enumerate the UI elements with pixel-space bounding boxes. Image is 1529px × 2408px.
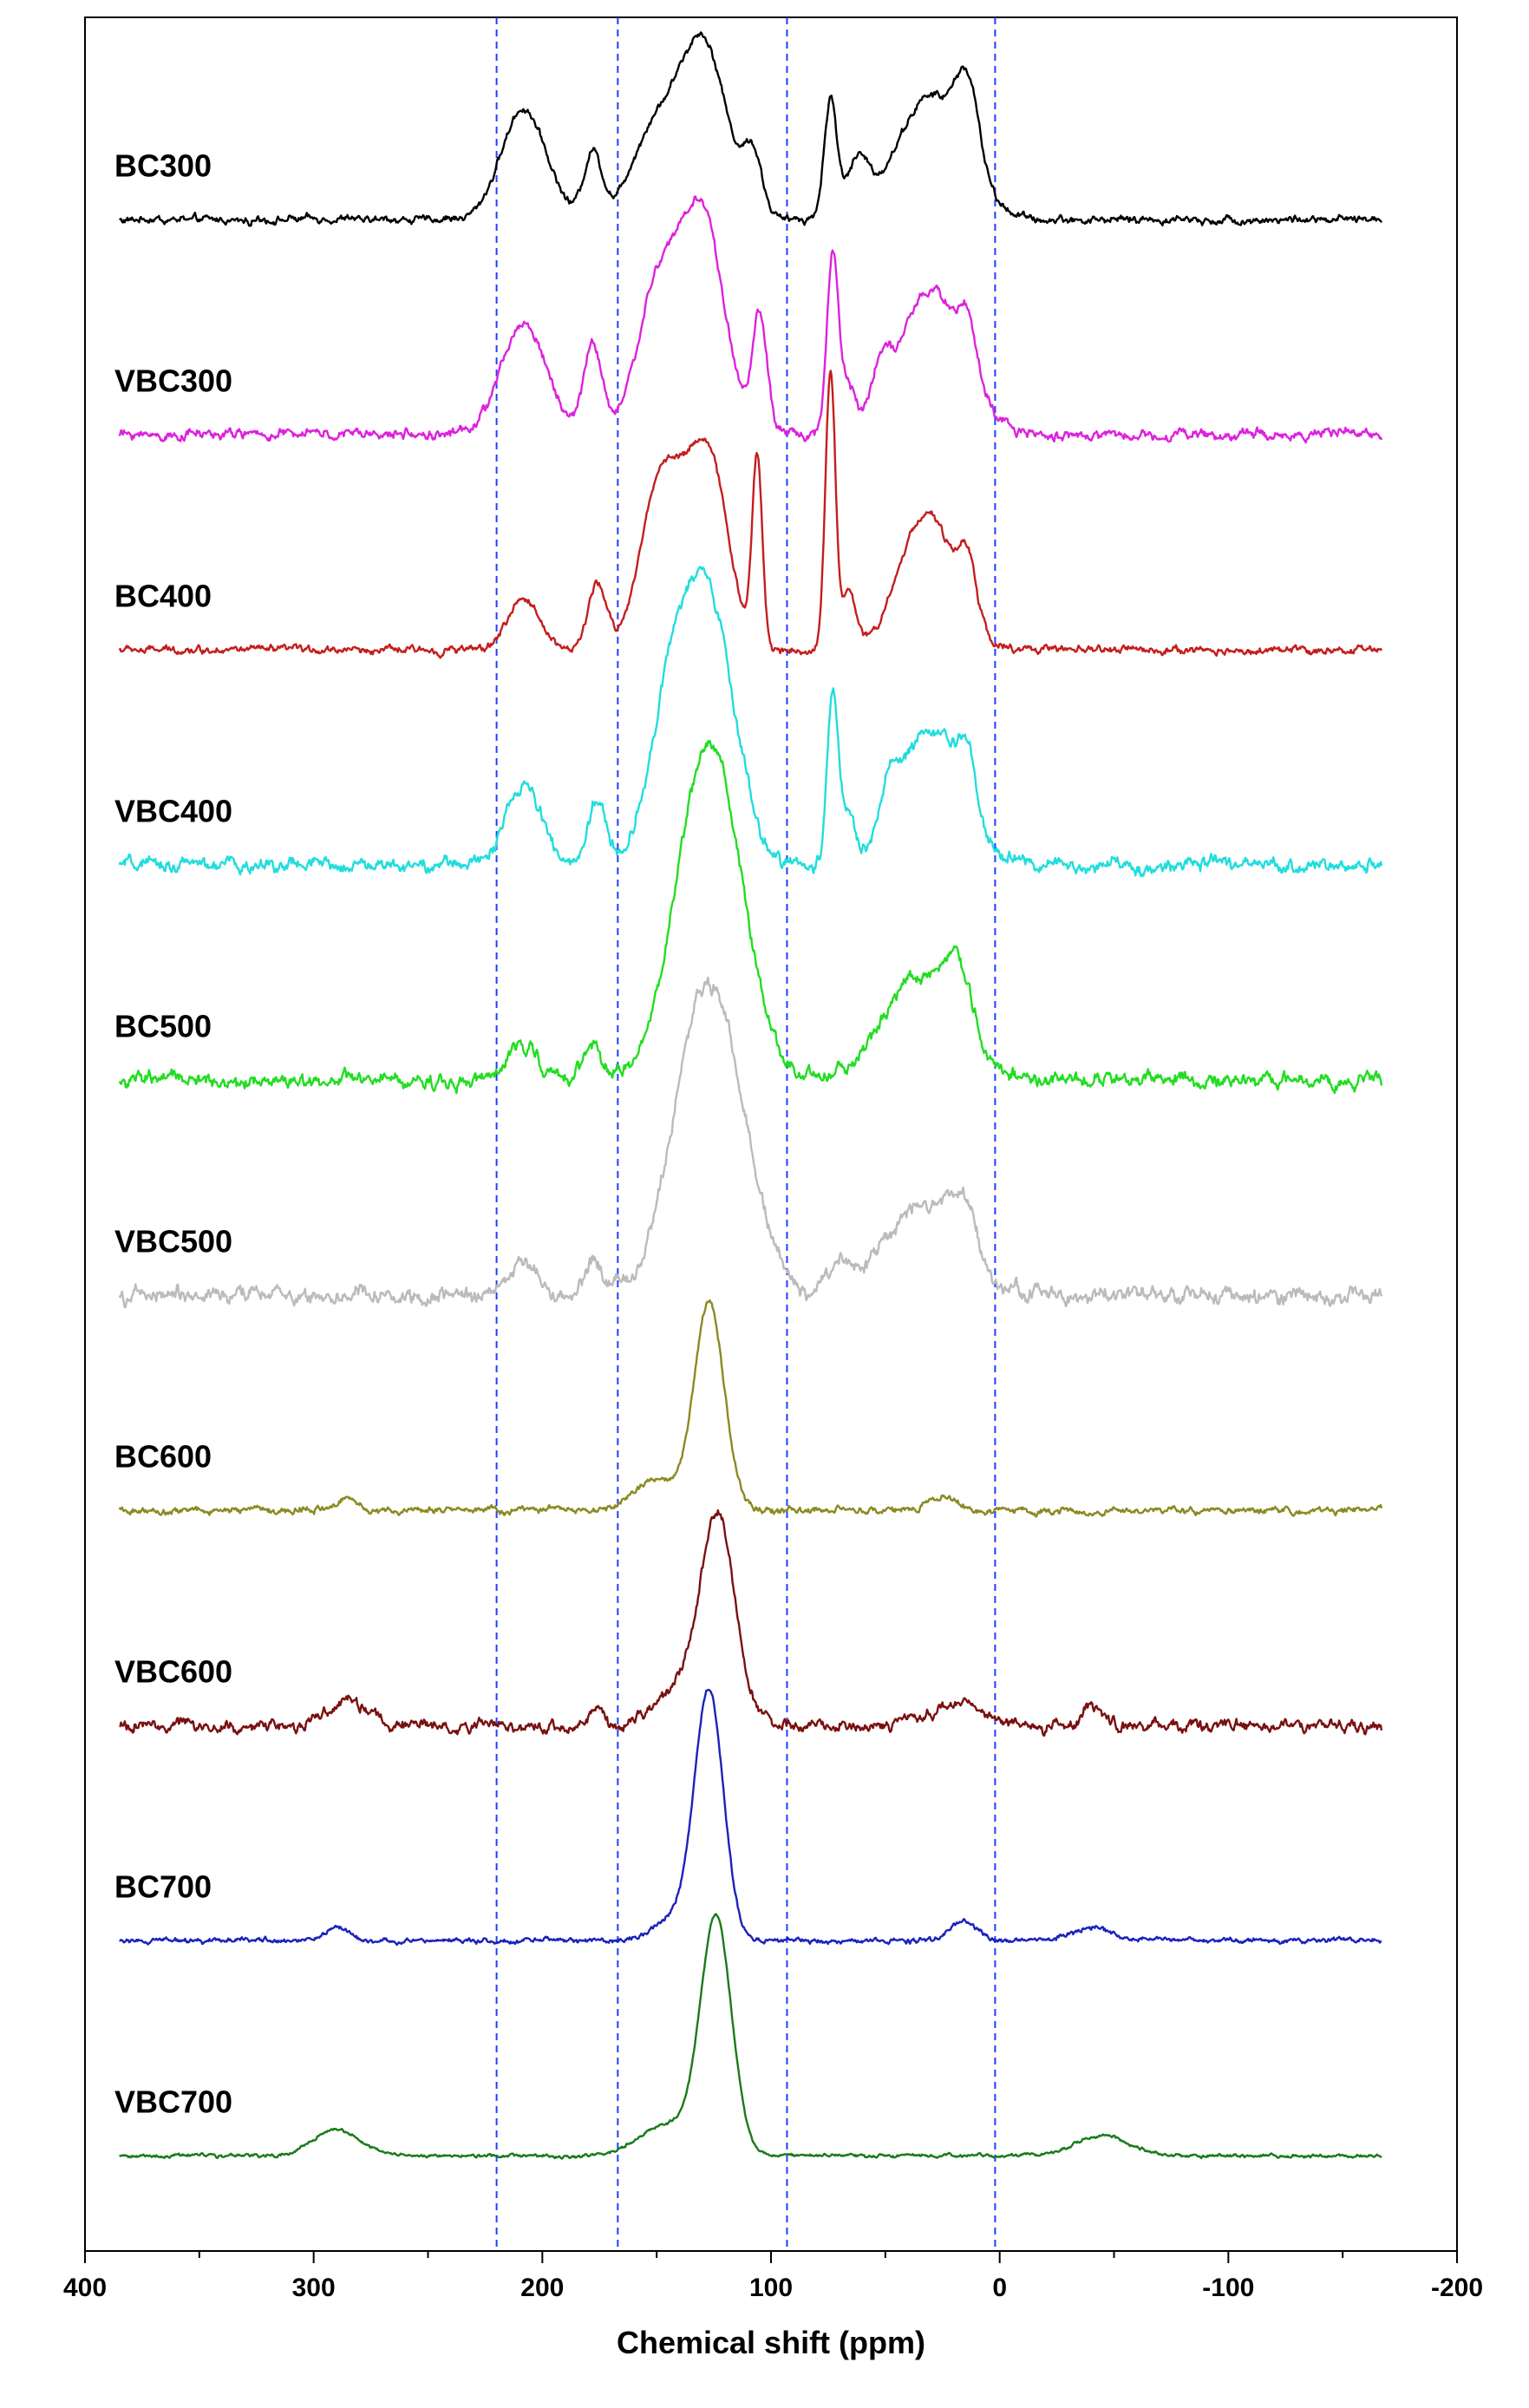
series-label-bc500: BC500 xyxy=(114,1008,212,1044)
series-label-bc400: BC400 xyxy=(114,578,212,613)
plot-border xyxy=(84,16,1458,2252)
series-label-vbc700: VBC700 xyxy=(114,2084,232,2119)
x-axis: 400 300 200 100 0 -100 -200 xyxy=(63,2251,1483,2302)
series-label-vbc400: VBC400 xyxy=(114,793,232,828)
series-layer xyxy=(118,31,1383,2160)
series-line-bc400 xyxy=(118,370,1383,659)
plot-frame xyxy=(84,16,1458,2252)
series-label-bc300: BC300 xyxy=(114,147,212,183)
x-tick-label: 400 xyxy=(63,2274,107,2302)
series-line-vbc400 xyxy=(118,566,1383,878)
x-axis-title: Chemical shift (ppm) xyxy=(617,2325,925,2360)
x-tick-label: 200 xyxy=(520,2274,564,2302)
series-line-vbc300 xyxy=(118,195,1383,444)
series-label-bc700: BC700 xyxy=(114,1868,212,1904)
series-line-vbc700 xyxy=(119,1913,1382,2160)
x-tick-label: 0 xyxy=(992,2274,1007,2302)
x-tick-label: -100 xyxy=(1202,2274,1254,2302)
x-tick-label: 300 xyxy=(292,2274,336,2302)
series-label-bc600: BC600 xyxy=(114,1438,212,1474)
series-line-vbc500 xyxy=(118,976,1383,1309)
series-line-bc500 xyxy=(118,739,1383,1095)
series-line-bc700 xyxy=(119,1688,1382,1947)
series-label-vbc600: VBC600 xyxy=(114,1653,232,1689)
series-line-vbc600 xyxy=(119,1509,1383,1737)
series-line-bc600 xyxy=(118,1299,1383,1518)
series-label-vbc500: VBC500 xyxy=(114,1223,232,1259)
x-tick-label: 100 xyxy=(749,2274,793,2302)
series-line-bc300 xyxy=(119,31,1383,227)
reference-lines xyxy=(495,17,996,2251)
series-label-vbc300: VBC300 xyxy=(114,363,232,398)
x-tick-label: -200 xyxy=(1431,2274,1483,2302)
series-labels: BC300 VBC300 BC400 VBC400 BC500 VBC500 BC600 VB… xyxy=(114,147,232,2119)
